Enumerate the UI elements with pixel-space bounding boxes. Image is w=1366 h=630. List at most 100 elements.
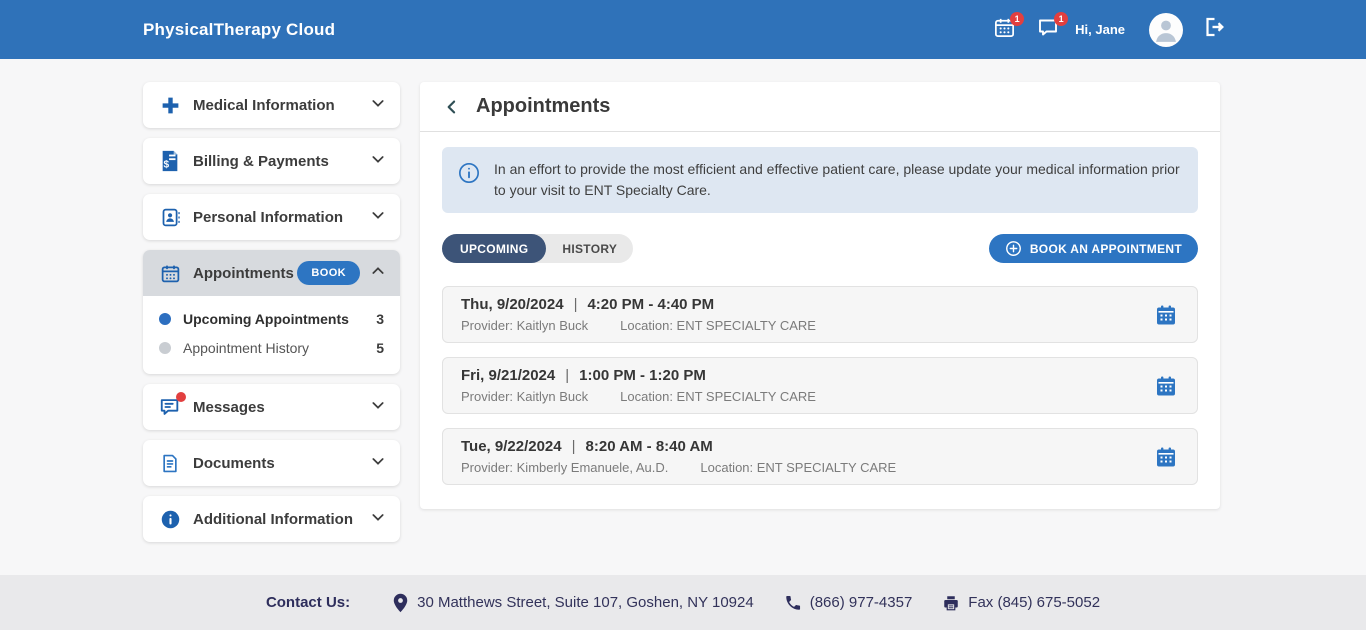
add-to-calendar-button[interactable] [1153, 302, 1179, 328]
appointment-meta: Provider: Kaitlyn Buck Location: ENT SPE… [461, 318, 816, 333]
appointment-meta: Provider: Kaitlyn Buck Location: ENT SPE… [461, 389, 816, 404]
sidebar-item-personal-information[interactable]: Personal Information [143, 194, 400, 240]
chevron-down-icon [370, 95, 386, 116]
subitem-count: 3 [376, 310, 384, 327]
appointment-date: Fri, 9/21/2024 [461, 367, 556, 384]
document-icon [159, 452, 181, 474]
logout-button[interactable] [1201, 17, 1227, 43]
appointments-list: Thu, 9/20/2024 | 4:20 PM - 4:40 PM Provi… [442, 286, 1198, 485]
app-header: PhysicalTherapy Cloud 1 [0, 0, 1366, 59]
logout-icon [1202, 15, 1226, 44]
appointments-submenu: Upcoming Appointments 3 Appointment Hist… [143, 296, 400, 374]
appointment-time: 4:20 PM - 4:40 PM [587, 296, 715, 313]
messages-notification-button[interactable]: 1 [1035, 11, 1069, 43]
brand-title: PhysicalTherapy Cloud [143, 19, 336, 39]
add-to-calendar-button[interactable] [1153, 373, 1179, 399]
sidebar-item-label: Appointments [193, 264, 294, 282]
appointment-card[interactable]: Thu, 9/20/2024 | 4:20 PM - 4:40 PM Provi… [442, 286, 1198, 343]
appointment-card[interactable]: Fri, 9/21/2024 | 1:00 PM - 1:20 PM Provi… [442, 357, 1198, 414]
svg-text:$: $ [164, 159, 170, 170]
footer-phone: (866) 977-4357 [784, 594, 912, 612]
subitem-count: 5 [376, 339, 384, 356]
info-icon [458, 162, 480, 189]
appointment-title: Fri, 9/21/2024 | 1:00 PM - 1:20 PM [461, 367, 816, 384]
content-area: Medical Information $ Billing & Payments [0, 59, 1366, 575]
avatar[interactable] [1149, 12, 1183, 47]
messages-badge: 1 [1054, 11, 1069, 26]
fax-text: Fax (845) 675-5052 [968, 594, 1101, 611]
appointment-provider: Provider: Kaitlyn Buck [461, 318, 589, 333]
active-dot-icon [159, 312, 171, 325]
tab-history[interactable]: HISTORY [562, 241, 618, 256]
tab-upcoming[interactable]: UPCOMING [442, 234, 547, 263]
inactive-dot-icon [159, 341, 171, 354]
id-card-icon [159, 206, 181, 228]
sidebar-item-billing-payments[interactable]: $ Billing & Payments [143, 138, 400, 184]
sidebar-subitem-appointment-history[interactable]: Appointment History 5 [159, 333, 384, 362]
chevron-down-icon [370, 509, 386, 530]
appointment-time: 8:20 AM - 8:40 AM [585, 438, 713, 455]
add-to-calendar-button[interactable] [1153, 444, 1179, 470]
appointment-location: Location: ENT SPECIALTY CARE [620, 318, 816, 333]
calendar-icon [159, 262, 181, 284]
appointment-date: Thu, 9/20/2024 [461, 296, 564, 313]
sidebar-item-medical-information[interactable]: Medical Information [143, 82, 400, 128]
sidebar-item-label: Billing & Payments [193, 152, 329, 170]
panel-header: Appointments [420, 82, 1220, 132]
sidebar-item-appointments: Appointments BOOK Upcoming Appointments … [143, 250, 400, 374]
appointment-provider: Provider: Kimberly Emanuele, Au.D. [461, 460, 669, 475]
appointment-title: Thu, 9/20/2024 | 4:20 PM - 4:40 PM [461, 296, 816, 313]
sidebar-subitem-upcoming-appointments[interactable]: Upcoming Appointments 3 [159, 304, 384, 333]
info-banner: In an effort to provide the most efficie… [442, 147, 1198, 213]
calendar-notification-button[interactable]: 1 [991, 11, 1025, 44]
separator: | [573, 296, 578, 313]
sidebar-item-appointments-header[interactable]: Appointments BOOK [143, 250, 400, 296]
unread-dot [176, 392, 186, 402]
user-greeting: Hi, Jane [1075, 22, 1125, 37]
person-icon [1152, 16, 1180, 47]
appointments-panel: Appointments In an effort to provide the… [420, 82, 1220, 509]
appointment-info: Fri, 9/21/2024 | 1:00 PM - 1:20 PM Provi… [461, 367, 816, 404]
calendar-icon [993, 16, 1016, 44]
sidebar-item-label: Medical Information [193, 96, 335, 114]
fax-icon [942, 594, 960, 612]
back-button[interactable] [442, 97, 462, 117]
appointment-location: Location: ENT SPECIALTY CARE [620, 389, 816, 404]
sidebar-item-label: Personal Information [193, 208, 344, 226]
appointment-time: 1:00 PM - 1:20 PM [579, 367, 706, 384]
chevron-left-icon [447, 100, 456, 113]
appointment-card[interactable]: Tue, 9/22/2024 | 8:20 AM - 8:40 AM Provi… [442, 428, 1198, 485]
separator: | [571, 438, 576, 455]
contact-us-label: Contact Us: [265, 594, 351, 611]
subitem-label: Appointment History [183, 339, 310, 356]
chevron-down-icon [370, 151, 386, 172]
separator: | [565, 367, 570, 384]
messages-icon [159, 392, 186, 418]
sidebar-item-additional-information[interactable]: Additional Information [143, 496, 400, 542]
chevron-down-icon [370, 397, 386, 418]
appointment-meta: Provider: Kimberly Emanuele, Au.D. Locat… [461, 460, 896, 475]
info-banner-text: In an effort to provide the most efficie… [494, 161, 1180, 198]
panel-body: In an effort to provide the most efficie… [420, 132, 1220, 509]
page-title: Appointments [476, 95, 611, 117]
chevron-up-icon [370, 263, 386, 284]
appointment-location: Location: ENT SPECIALTY CARE [700, 460, 897, 475]
appointment-info: Thu, 9/20/2024 | 4:20 PM - 4:40 PM Provi… [461, 296, 816, 333]
sidebar-item-documents[interactable]: Documents [143, 440, 400, 486]
sidebar-item-messages[interactable]: Messages [143, 384, 400, 430]
phone-icon [784, 594, 802, 612]
sidebar-item-label: Additional Information [193, 510, 353, 528]
plus-icon [159, 94, 181, 116]
book-an-appointment-button[interactable]: BOOK AN APPOINTMENT [988, 234, 1198, 263]
sidebar: Medical Information $ Billing & Payments [143, 82, 400, 542]
address-text: 30 Matthews Street, Suite 107, Goshen, N… [417, 594, 754, 611]
footer-fax: Fax (845) 675-5052 [942, 594, 1100, 612]
appointment-date: Tue, 9/22/2024 [461, 438, 562, 455]
subitem-label: Upcoming Appointments [183, 310, 349, 327]
book-button-label: BOOK AN APPOINTMENT [1029, 241, 1182, 256]
info-circle-icon [159, 508, 181, 530]
appointment-title: Tue, 9/22/2024 | 8:20 AM - 8:40 AM [461, 438, 896, 455]
tabs-row: UPCOMING HISTORY BOOK AN APPOINTMENT [442, 234, 1198, 263]
book-pill-button[interactable]: BOOK [297, 261, 360, 285]
appointment-info: Tue, 9/22/2024 | 8:20 AM - 8:40 AM Provi… [461, 438, 896, 475]
